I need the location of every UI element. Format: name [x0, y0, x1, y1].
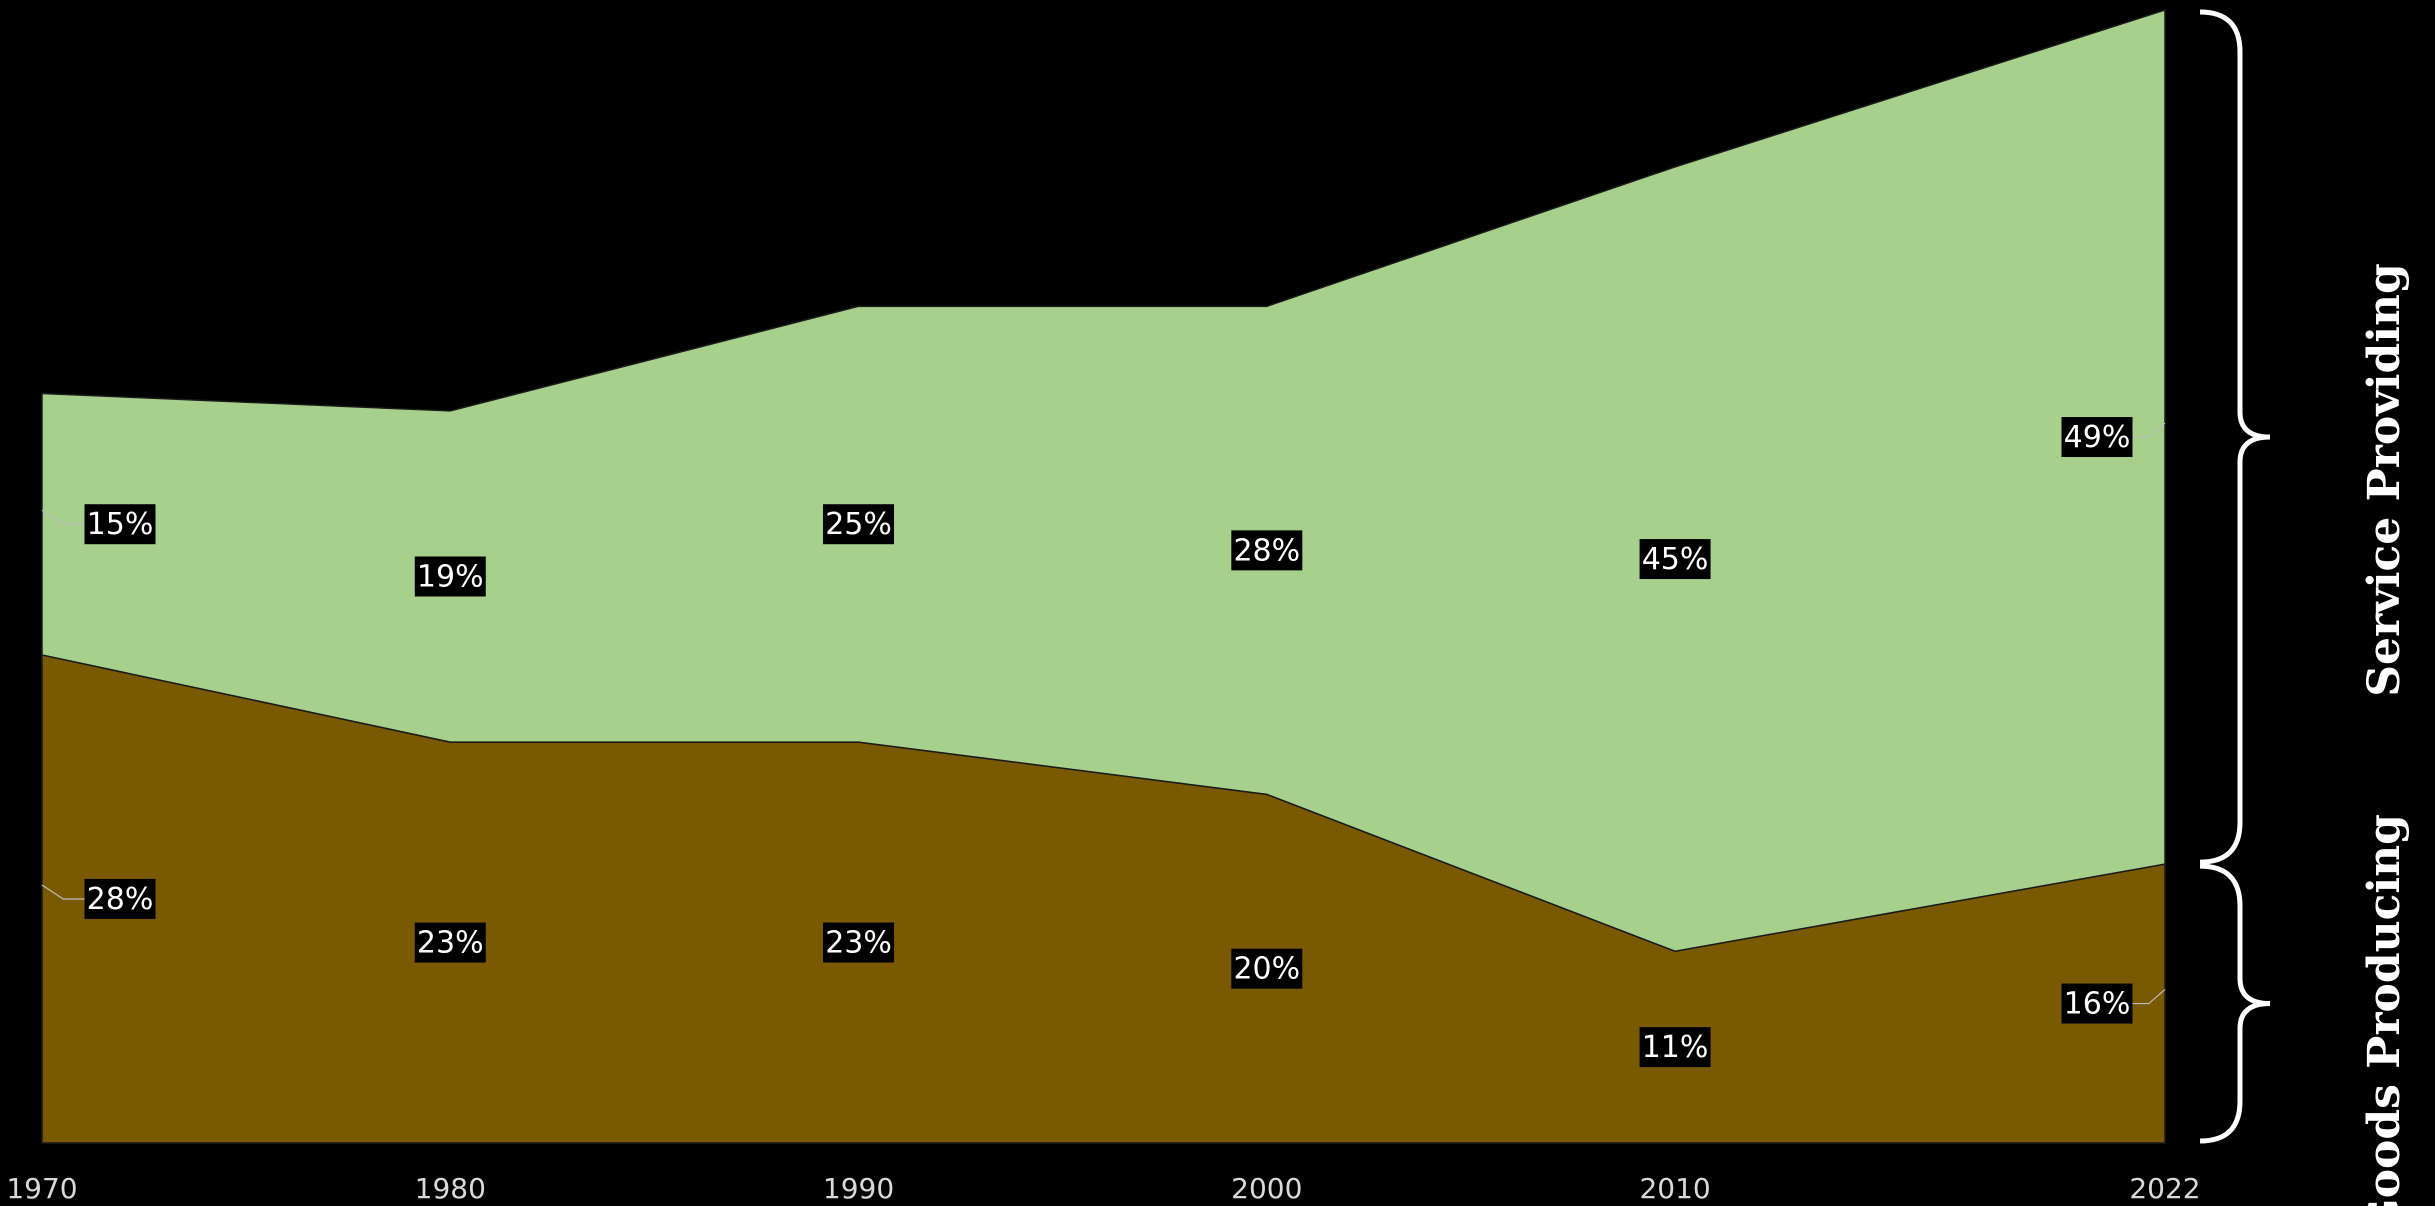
leader-line-layer: [41, 422, 2166, 1005]
area-layer: [41, 8, 2166, 1144]
leader-line-s1-1970: [41, 509, 85, 525]
data-label-box-s1-2022: [2061, 417, 2133, 458]
x-tick-label-2010: 2010: [1639, 1172, 1710, 1205]
data-label-s1-2000: 28%: [1233, 533, 1300, 568]
x-tick-label-1980: 1980: [415, 1172, 486, 1205]
data-label-box-s0-2022: [2061, 983, 2133, 1024]
x-tick-label-2000: 2000: [1231, 1172, 1302, 1205]
data-label-s1-1980: 19%: [417, 560, 484, 595]
data-label-s1-1990: 25%: [825, 507, 892, 542]
data-label-s0-1970: 28%: [87, 882, 154, 917]
brace-layer: [2199, 9, 2271, 1144]
data-label-box-s0-1970: [84, 878, 156, 919]
data-label-s0-1990: 23%: [825, 926, 892, 961]
x-axis: 1970 1980 1990 2000 2010 2022: [6, 1172, 2200, 1205]
service-providing-label: Service Providing: [2359, 263, 2410, 696]
data-label-s1-1970: 15%: [87, 507, 154, 542]
data-label-box-s0-1980: [414, 922, 486, 963]
data-label-box-s1-2010: [1639, 539, 1711, 580]
leader-line-s0-2022: [2132, 989, 2166, 1005]
x-tick-label-1970: 1970: [6, 1172, 77, 1205]
goods-producing-label: Goods Producing: [2359, 814, 2410, 1206]
x-tick-label-1990: 1990: [823, 1172, 894, 1205]
area-series-1: [41, 8, 2166, 953]
data-label-s1-2010: 45%: [1642, 542, 1709, 577]
brace-service-providing: [2199, 9, 2271, 865]
data-label-box-s1-1990: [823, 504, 895, 545]
data-label-box-s0-1990: [823, 922, 895, 963]
data-label-box-s0-2010: [1639, 1027, 1711, 1068]
data-label-s0-1980: 23%: [417, 926, 484, 961]
brace-goods-producing: [2199, 863, 2271, 1144]
data-label-box-s0-2000: [1231, 948, 1303, 989]
data-label-s0-2010: 11%: [1642, 1030, 1709, 1065]
data-label-s0-2000: 20%: [1233, 952, 1300, 987]
leader-line-s1-2022: [2132, 422, 2166, 438]
leader-line-s0-1970: [41, 884, 85, 900]
data-label-layer: 28% 23% 23% 20% 11% 16% 15% 19% 25% 28% 45% 49%: [84, 417, 2133, 1068]
data-label-box-s1-1970: [84, 504, 156, 545]
data-label-box-s1-1980: [414, 556, 486, 597]
data-label-s0-2022: 16%: [2064, 987, 2131, 1022]
x-tick-label-2022: 2022: [2129, 1172, 2200, 1205]
data-label-box-s1-2000: [1231, 530, 1303, 571]
data-label-s1-2022: 49%: [2064, 420, 2131, 455]
